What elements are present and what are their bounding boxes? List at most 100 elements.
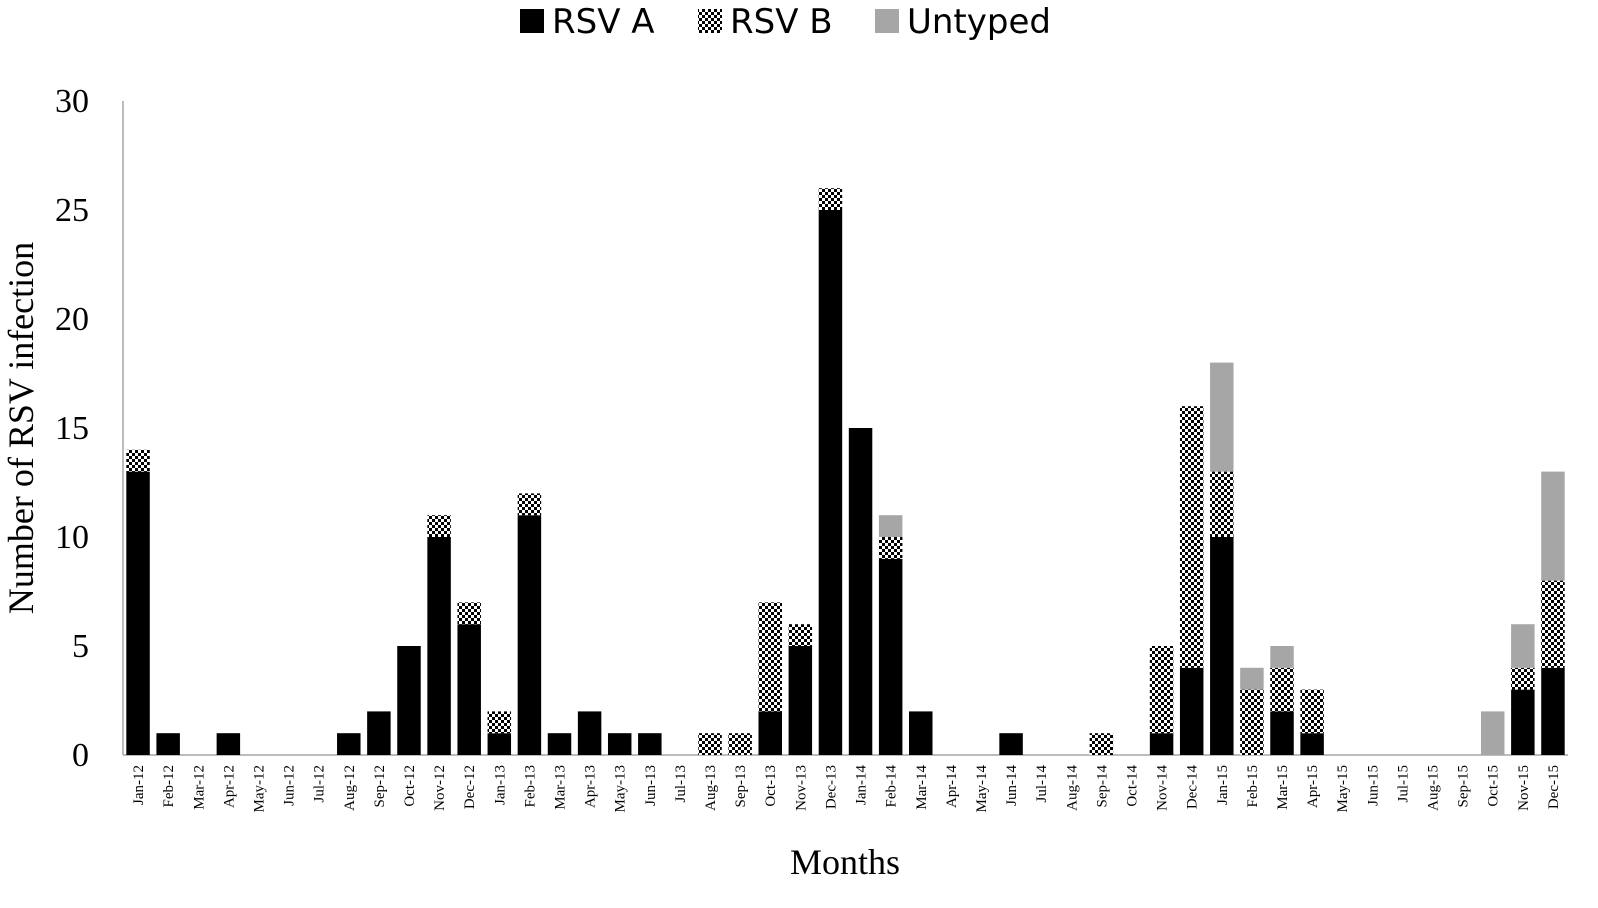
- bar-rsv-a-apr-15: [1300, 733, 1324, 755]
- bar-rsv-a-jan-13: [487, 733, 512, 755]
- x-tick-label-jun-13: Jun-13: [643, 765, 659, 806]
- x-tick-label-sep-15: Sep-15: [1456, 765, 1472, 808]
- x-tick-label-feb-12: Feb-12: [161, 765, 177, 808]
- x-tick-label-nov-14: Nov-14: [1155, 765, 1171, 811]
- bar-rsv-b-oct-13: [758, 602, 782, 712]
- legend-item-rsv-b: RSV B: [698, 2, 833, 42]
- x-tick-label-may-15: May-15: [1335, 765, 1351, 813]
- bar-rsv-a-jun-13: [638, 733, 662, 755]
- bar-rsv-a-apr-13: [577, 711, 602, 755]
- x-tick-label-dec-12: Dec-12: [462, 765, 478, 809]
- x-tick-label-nov-12: Nov-12: [432, 765, 448, 811]
- bar-rsv-a-sep-12: [367, 711, 391, 755]
- bar-rsv-a-oct-12: [397, 646, 421, 755]
- x-tick-label-feb-13: Feb-13: [522, 765, 538, 808]
- x-tick-label-aug-13: Aug-13: [703, 765, 719, 811]
- legend-label-rsv-a: RSV A: [552, 2, 655, 42]
- x-tick-label-sep-13: Sep-13: [733, 765, 749, 808]
- x-tick-label-oct-13: Oct-13: [763, 765, 779, 807]
- bar-rsv-a-feb-12: [156, 733, 180, 755]
- bar-rsv-b-feb-14: [878, 537, 903, 559]
- legend-swatch-untyped: [875, 9, 899, 33]
- bar-untyped-feb-14: [878, 515, 903, 537]
- bar-rsv-a-jun-14: [999, 733, 1023, 755]
- x-tick-label-oct-12: Oct-12: [402, 765, 418, 807]
- x-tick-label-oct-14: Oct-14: [1124, 765, 1140, 807]
- x-tick-label-apr-15: Apr-15: [1305, 765, 1321, 808]
- x-tick-label-mar-14: Mar-14: [914, 765, 930, 810]
- y-tick-label-5: 5: [72, 628, 89, 665]
- bar-rsv-b-nov-12: [427, 515, 451, 537]
- x-tick-label-apr-14: Apr-14: [944, 765, 960, 809]
- bar-rsv-a-feb-14: [878, 558, 903, 755]
- x-tick-label-jan-15: Jan-15: [1215, 765, 1231, 805]
- bar-rsv-a-aug-12: [337, 733, 361, 755]
- bar-rsv-b-dec-15: [1541, 580, 1565, 668]
- bar-rsv-a-jan-12: [126, 471, 150, 755]
- bar-rsv-b-dec-13: [818, 188, 843, 210]
- x-tick-label-jan-13: Jan-13: [492, 765, 508, 805]
- bar-rsv-b-sep-13: [728, 733, 752, 755]
- y-tick-label-25: 25: [55, 192, 89, 229]
- x-tick-label-apr-12: Apr-12: [221, 765, 237, 808]
- bar-rsv-a-jan-14: [848, 428, 873, 755]
- x-tick-label-aug-12: Aug-12: [342, 765, 358, 811]
- x-tick-label-feb-14: Feb-14: [884, 765, 900, 808]
- y-tick-label-10: 10: [55, 519, 89, 556]
- x-axis-title: Months: [790, 842, 900, 882]
- legend-label-rsv-b: RSV B: [730, 2, 833, 42]
- x-tick-label-aug-14: Aug-14: [1064, 765, 1080, 811]
- bar-rsv-b-aug-13: [698, 733, 722, 755]
- x-tick-label-jul-12: Jul-12: [312, 765, 328, 803]
- bar-untyped-oct-15: [1481, 711, 1505, 755]
- x-tick-label-mar-12: Mar-12: [191, 765, 207, 810]
- x-tick-label-jul-14: Jul-14: [1034, 765, 1050, 803]
- x-axis-ticks: Jan-12 Feb-12 Mar-12 Apr-12 May-12 Jun-12 Jul-…: [131, 765, 1562, 813]
- x-tick-label-mar-13: Mar-13: [553, 765, 569, 810]
- bar-rsv-b-mar-15: [1270, 667, 1294, 712]
- y-tick-label-30: 30: [55, 83, 89, 120]
- bar-rsv-a-dec-12: [457, 624, 481, 755]
- x-tick-label-jan-12: Jan-12: [131, 765, 147, 805]
- x-tick-label-dec-14: Dec-14: [1185, 765, 1201, 810]
- bar-rsv-a-dec-15: [1541, 667, 1565, 755]
- bar-rsv-b-dec-12: [457, 602, 481, 625]
- bar-rsv-b-apr-15: [1300, 689, 1324, 734]
- bar-rsv-a-dec-13: [818, 210, 843, 755]
- bar-rsv-a-jan-15: [1210, 537, 1234, 755]
- bar-rsv-b-jan-12: [126, 449, 150, 472]
- bar-rsv-b-jan-15: [1210, 471, 1234, 537]
- bar-rsv-a-dec-14: [1179, 667, 1204, 755]
- x-tick-label-may-13: May-13: [613, 765, 629, 813]
- legend-swatch-rsv-b: [698, 9, 722, 33]
- x-tick-label-nov-13: Nov-13: [793, 765, 809, 811]
- bar-rsv-a-nov-12: [427, 537, 451, 755]
- y-axis-title: Number of RSV infection: [1, 242, 41, 614]
- bar-untyped-dec-15: [1541, 471, 1565, 581]
- x-tick-label-nov-15: Nov-15: [1516, 765, 1532, 811]
- x-tick-label-jan-14: Jan-14: [854, 765, 870, 805]
- y-tick-label-20: 20: [55, 301, 89, 338]
- bar-rsv-a-oct-13: [758, 711, 782, 755]
- bar-untyped-feb-15: [1240, 667, 1264, 690]
- bar-rsv-a-nov-14: [1149, 733, 1174, 755]
- x-tick-label-jun-12: Jun-12: [282, 765, 298, 806]
- legend-swatch-rsv-a: [520, 9, 544, 33]
- bar-rsv-b-nov-13: [788, 624, 813, 646]
- x-tick-label-jul-15: Jul-15: [1395, 765, 1411, 803]
- bar-rsv-b-nov-15: [1511, 667, 1535, 690]
- x-tick-label-oct-15: Oct-15: [1486, 765, 1502, 807]
- x-tick-label-apr-13: Apr-13: [583, 765, 599, 808]
- bar-rsv-a-feb-13: [517, 515, 542, 755]
- bar-rsv-b-feb-13: [517, 493, 542, 516]
- x-tick-label-aug-15: Aug-15: [1426, 765, 1442, 811]
- bar-rsv-b-jan-13: [487, 711, 512, 734]
- y-axis-ticks: 0 5 10 15 20 25 30: [55, 83, 89, 774]
- bar-rsv-a-nov-13: [788, 646, 813, 755]
- bar-rsv-a-may-13: [607, 733, 632, 755]
- bar-untyped-mar-15: [1270, 646, 1294, 668]
- x-tick-label-sep-14: Sep-14: [1094, 765, 1110, 808]
- legend-item-untyped: Untyped: [875, 2, 1051, 42]
- bar-rsv-a-apr-12: [216, 733, 241, 755]
